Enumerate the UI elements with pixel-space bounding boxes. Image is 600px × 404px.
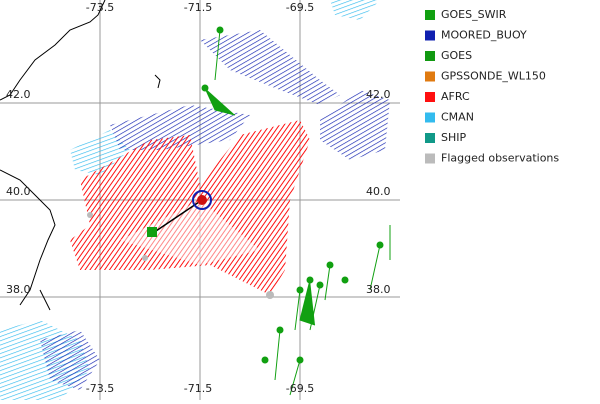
legend-swatch	[425, 71, 435, 82]
lon-label: -71.5	[184, 382, 212, 395]
lat-label: 38.0	[366, 283, 391, 296]
legend-label: GPSSONDE_WL150	[441, 70, 546, 83]
lon-label: -73.5	[86, 382, 114, 395]
legend-label: Flagged observations	[441, 152, 559, 165]
goes-barbs	[201, 26, 391, 396]
legend-label: CMAN	[441, 111, 474, 124]
legend-label: MOORED_BUOY	[441, 29, 527, 42]
legend-label: SHIP	[441, 131, 466, 144]
buoy-barbs	[320, 90, 390, 160]
selected-point	[197, 195, 207, 205]
afrc-gap	[120, 200, 260, 265]
legend-swatch	[425, 133, 435, 143]
legend: GOES_SWIR MOORED_BUOY GOES GPSSONDE_WL150 AF…	[425, 8, 559, 165]
legend-label: GOES	[441, 49, 472, 62]
flagged-points	[87, 212, 274, 299]
legend-label: GOES_SWIR	[441, 8, 507, 21]
legend-swatch	[425, 10, 435, 20]
legend-swatch	[425, 51, 435, 61]
lat-label: 42.0	[366, 88, 391, 101]
selected-marker	[192, 190, 212, 210]
cman-barbs	[330, 0, 380, 20]
legend-swatch	[425, 112, 435, 123]
lat-label: 42.0	[6, 88, 31, 101]
legend-swatch	[425, 153, 435, 164]
goes-point	[147, 227, 157, 237]
map-area: -73.5 -71.5 -69.5 -73.5 -71.5 -69.5 42.0 40.0 38…	[0, 0, 400, 400]
legend-label: AFRC	[441, 90, 470, 103]
buoy-barbs	[40, 330, 100, 390]
lon-label: -71.5	[184, 1, 212, 14]
coastline	[0, 0, 161, 311]
legend-swatch	[425, 30, 435, 41]
lon-label: -69.5	[286, 1, 314, 14]
lon-label: -69.5	[286, 382, 314, 395]
lat-label: 38.0	[6, 283, 31, 296]
buoy-barbs	[110, 105, 250, 150]
cman-barbs	[70, 130, 130, 175]
lat-label: 40.0	[6, 185, 31, 198]
lat-label: 40.0	[366, 185, 391, 198]
legend-swatch	[425, 92, 435, 102]
buoy-barbs	[200, 30, 340, 105]
lon-label: -73.5	[86, 1, 114, 14]
